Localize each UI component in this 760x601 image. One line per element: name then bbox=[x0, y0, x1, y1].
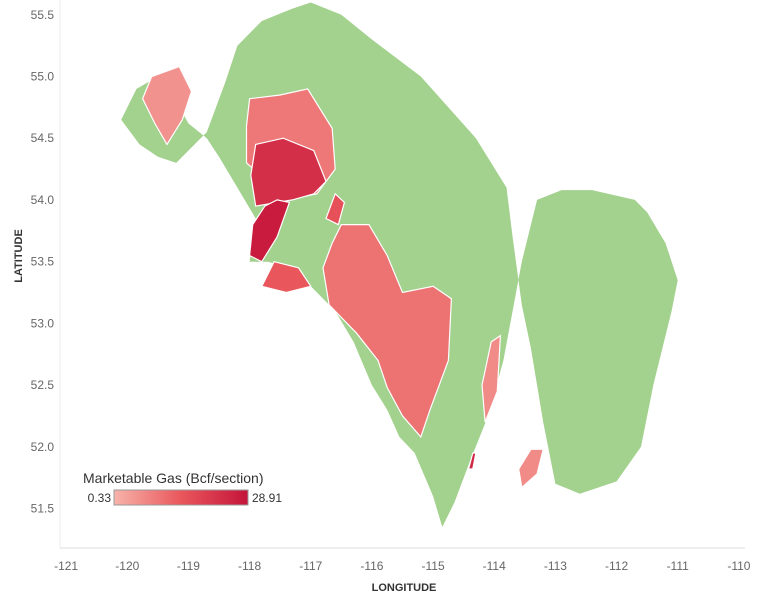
x-tick-label: -115 bbox=[422, 559, 445, 573]
gas-region-central-strip bbox=[325, 192, 346, 226]
x-tick-label: -119 bbox=[177, 559, 200, 573]
x-tick-label: -120 bbox=[115, 559, 139, 573]
x-tick-label: -121 bbox=[54, 559, 78, 573]
x-tick-label: -116 bbox=[360, 559, 383, 573]
x-tick-label: -113 bbox=[544, 559, 567, 573]
gas-region-west-small-lower bbox=[260, 261, 312, 294]
x-tick-label: -111 bbox=[667, 559, 690, 573]
gas-region-central-large bbox=[322, 224, 453, 439]
gas-region-east-small-upper bbox=[481, 334, 502, 423]
legend-title: Marketable Gas (Bcf/section) bbox=[83, 470, 264, 486]
y-tick-label: 52.5 bbox=[31, 378, 55, 392]
y-tick-label: 53.0 bbox=[31, 316, 55, 330]
gas-region-north-central-core bbox=[250, 137, 327, 207]
y-axis-title: LATITUDE bbox=[13, 229, 25, 283]
legend-max-label: 28.91 bbox=[252, 491, 282, 505]
legend: Marketable Gas (Bcf/section) 0.33 28.91 bbox=[83, 470, 282, 506]
y-tick-label: 55.5 bbox=[31, 8, 55, 22]
gas-region-layer bbox=[141, 65, 544, 489]
base-region bbox=[121, 2, 678, 527]
gas-region-northwest-lobe bbox=[141, 65, 193, 146]
base-region-layer bbox=[121, 2, 678, 527]
gas-region-south-dot bbox=[467, 452, 477, 470]
y-tick-label: 53.5 bbox=[31, 255, 55, 269]
x-tick-label: -110 bbox=[727, 559, 750, 573]
x-axis-title: LONGITUDE bbox=[372, 582, 437, 594]
x-tick-label: -114 bbox=[483, 559, 506, 573]
y-tick-label: 55.0 bbox=[31, 70, 55, 84]
x-tick-label: -112 bbox=[605, 559, 628, 573]
gas-region-west-hotspot bbox=[248, 199, 291, 263]
y-tick-label: 51.5 bbox=[31, 502, 55, 516]
y-axis-ticks: 55.5 55.0 54.5 54.0 53.5 53.0 52.5 52.0 51.5 bbox=[31, 8, 55, 516]
y-tick-label: 52.0 bbox=[31, 440, 55, 454]
legend-gradient-bar bbox=[113, 489, 249, 506]
y-tick-label: 54.5 bbox=[31, 131, 55, 145]
x-axis-ticks: -121 -120 -119 -118 -117 -116 -115 -114 -113 -112… bbox=[54, 559, 751, 573]
gas-region-east-small-lower bbox=[518, 448, 544, 489]
y-tick-label: 54.0 bbox=[31, 193, 55, 207]
legend-min-label: 0.33 bbox=[88, 491, 112, 505]
x-tick-label: -117 bbox=[299, 559, 322, 573]
plot-area bbox=[59, 0, 745, 549]
x-tick-label: -118 bbox=[238, 559, 261, 573]
